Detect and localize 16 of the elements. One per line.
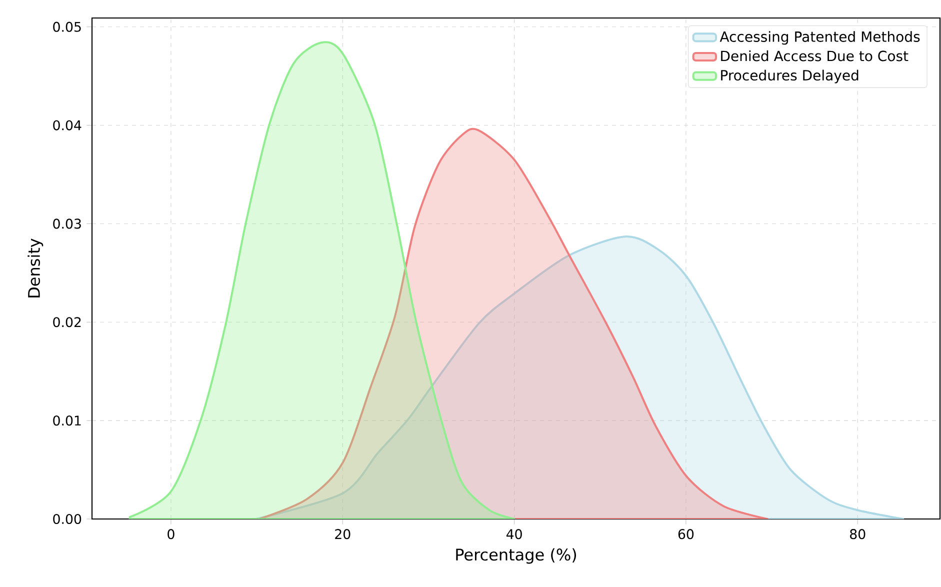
y-tick-label: 0.04 [53,120,82,130]
x-tick-label: 80 [850,529,866,540]
y-axis-title: Density [28,238,44,298]
y-tick-label: 0.05 [53,22,81,32]
y-tick-label: 0.01 [53,416,81,426]
x-tick-label: 60 [678,529,694,540]
y-tick-label: 0.00 [53,514,82,524]
y-tick-label: 0.02 [53,317,81,328]
x-tick-label: 0 [168,529,174,540]
x-tick-label: 20 [335,529,350,540]
x-axis-title: Percentage (%) [456,548,576,564]
x-tick-label: 40 [506,529,522,540]
legend-label: Denied Access Due to Cost [721,50,908,62]
y-tick-label: 0.03 [53,218,81,229]
legend-label: Procedures Delayed [721,70,858,84]
legend-label: Accessing Patented Methods [720,31,920,45]
